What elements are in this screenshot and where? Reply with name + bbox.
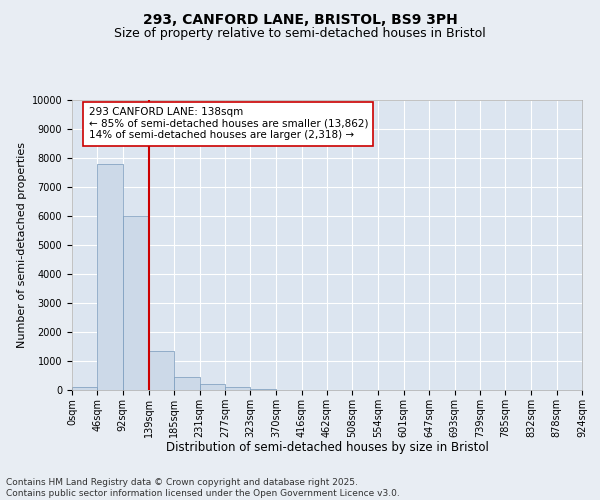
Bar <box>123 216 149 390</box>
Bar <box>72 387 97 390</box>
Bar <box>225 387 250 390</box>
Text: Size of property relative to semi-detached houses in Bristol: Size of property relative to semi-detach… <box>114 28 486 40</box>
Bar <box>199 384 225 390</box>
Bar <box>149 351 174 390</box>
Y-axis label: Number of semi-detached properties: Number of semi-detached properties <box>17 142 28 348</box>
X-axis label: Distribution of semi-detached houses by size in Bristol: Distribution of semi-detached houses by … <box>166 442 488 454</box>
Text: 293 CANFORD LANE: 138sqm
← 85% of semi-detached houses are smaller (13,862)
14% : 293 CANFORD LANE: 138sqm ← 85% of semi-d… <box>89 108 368 140</box>
Bar <box>97 164 123 390</box>
Bar <box>174 377 200 390</box>
Text: 293, CANFORD LANE, BRISTOL, BS9 3PH: 293, CANFORD LANE, BRISTOL, BS9 3PH <box>143 12 457 26</box>
Bar <box>250 388 276 390</box>
Text: Contains HM Land Registry data © Crown copyright and database right 2025.
Contai: Contains HM Land Registry data © Crown c… <box>6 478 400 498</box>
